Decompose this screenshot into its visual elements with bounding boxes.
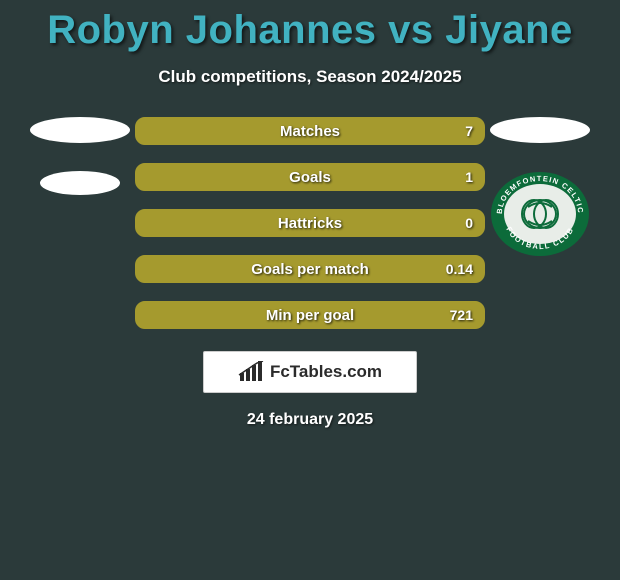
stat-bar: Goals1 bbox=[135, 163, 485, 191]
stat-bar: Hattricks0 bbox=[135, 209, 485, 237]
right-club-badge: BLOEMFONTEIN CELTIC FOOTBALL CLUB bbox=[490, 171, 590, 257]
bar-chart-icon bbox=[238, 361, 264, 383]
stat-bar: Goals per match0.14 bbox=[135, 255, 485, 283]
stat-bar: Matches7 bbox=[135, 117, 485, 145]
comparison-row: Matches7Goals1Hattricks0Goals per match0… bbox=[0, 117, 620, 329]
snapshot-date: 24 february 2025 bbox=[0, 411, 620, 429]
stat-label: Matches bbox=[137, 119, 483, 143]
stat-label: Goals per match bbox=[137, 257, 483, 281]
stat-right-value: 0 bbox=[465, 211, 473, 235]
left-player-col bbox=[25, 117, 135, 223]
stat-label: Min per goal bbox=[137, 303, 483, 327]
right-player-col: BLOEMFONTEIN CELTIC FOOTBALL CLUB bbox=[485, 117, 595, 257]
stat-bar: Min per goal721 bbox=[135, 301, 485, 329]
brand-attribution[interactable]: FcTables.com bbox=[203, 351, 417, 393]
stat-right-value: 721 bbox=[450, 303, 473, 327]
stat-right-value: 1 bbox=[465, 165, 473, 189]
left-club-badge bbox=[40, 171, 120, 195]
left-player-avatar bbox=[30, 117, 130, 143]
page-title: Robyn Johannes vs Jiyane bbox=[0, 0, 620, 53]
subtitle: Club competitions, Season 2024/2025 bbox=[0, 67, 620, 87]
stat-label: Hattricks bbox=[137, 211, 483, 235]
stat-right-value: 7 bbox=[465, 119, 473, 143]
stat-right-value: 0.14 bbox=[446, 257, 473, 281]
right-player-avatar bbox=[490, 117, 590, 143]
brand-label: FcTables.com bbox=[270, 362, 382, 382]
stat-bars: Matches7Goals1Hattricks0Goals per match0… bbox=[135, 117, 485, 329]
stat-label: Goals bbox=[137, 165, 483, 189]
